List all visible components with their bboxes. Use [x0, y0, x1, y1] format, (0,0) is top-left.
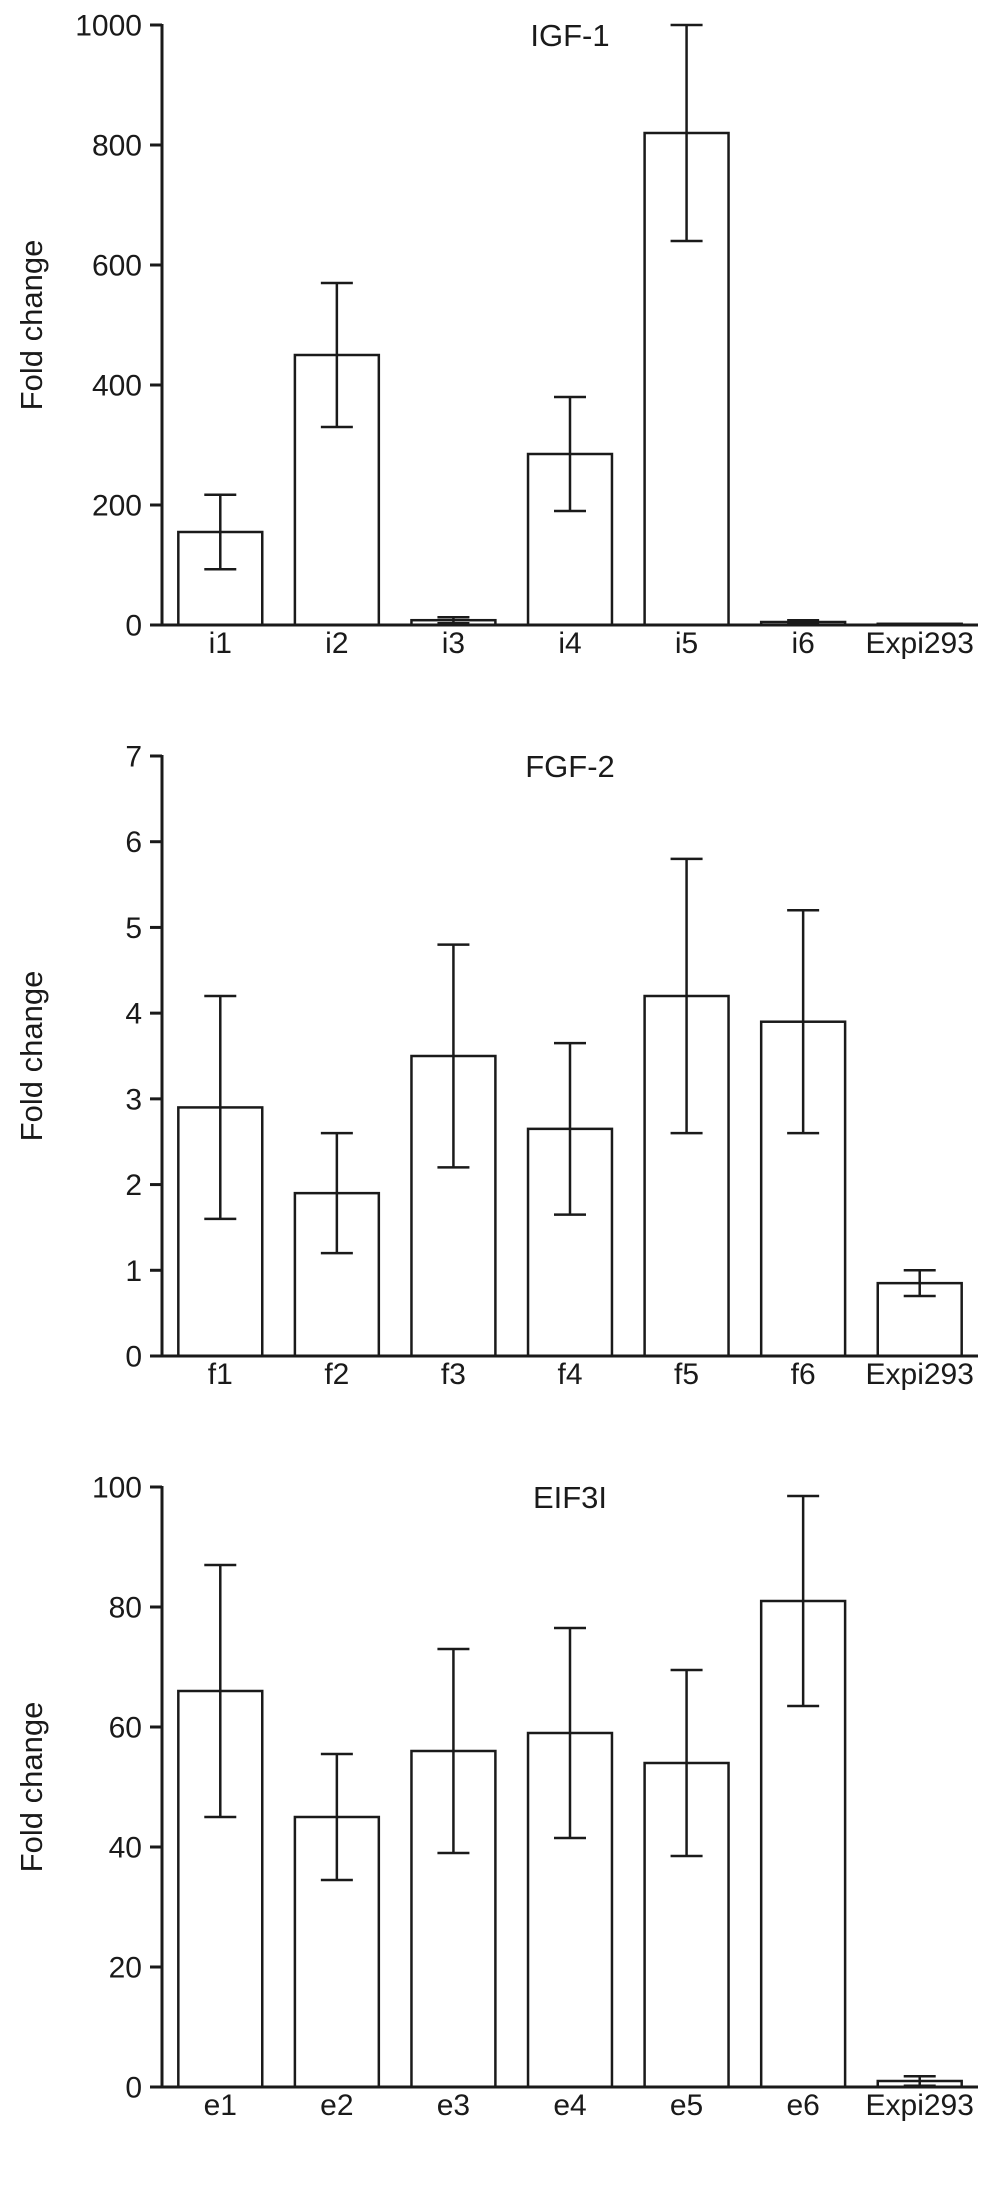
x-tick-label-i6: i6 [791, 627, 814, 660]
x-tick-label-e2: e2 [320, 2089, 353, 2122]
x-tick-label-i4: i4 [558, 627, 581, 660]
x-tick-label-i2: i2 [325, 627, 348, 660]
y-tick-label: 5 [125, 912, 142, 945]
y-tick-label: 100 [92, 1472, 142, 1505]
x-tick-label-e4: e4 [553, 2089, 586, 2122]
chart-panel-igf-1: 0 200 400 600 800 1000 i1 i2 i3 i4 i5 i6 Expi293 IGF-… [0, 0, 997, 731]
y-tick-label: 0 [125, 2072, 142, 2105]
y-tick-label: 20 [109, 1952, 142, 1985]
eif3i-bar-chart: 0 20 40 60 80 100 e1 e2 e3 e4 e5 e6 Expi293 EIF3I Fold… [14, 1472, 978, 2122]
y-axis-label: Fold change [14, 240, 49, 411]
y-tick-label: 7 [125, 741, 142, 774]
y-tick-label: 800 [92, 130, 142, 163]
y-tick-label: 80 [109, 1592, 142, 1625]
y-tick-label: 60 [109, 1712, 142, 1745]
y-axis-label: Fold change [14, 1702, 49, 1873]
y-tick-label: 1 [125, 1255, 142, 1288]
x-tick-label-i3: i3 [442, 627, 465, 660]
x-tick-label-Expi293: Expi293 [866, 2089, 974, 2122]
x-tick-label-f6: f6 [791, 1358, 816, 1391]
x-tick-label-e5: e5 [670, 2089, 703, 2122]
x-tick-label-e3: e3 [437, 2089, 470, 2122]
x-tick-label-f2: f2 [324, 1358, 349, 1391]
x-tick-label-f1: f1 [208, 1358, 233, 1391]
y-tick-label: 40 [109, 1832, 142, 1865]
chart-title: EIF3I [533, 1480, 607, 1515]
y-tick-label: 4 [125, 998, 142, 1031]
x-tick-label-f5: f5 [674, 1358, 699, 1391]
y-tick-label: 0 [125, 610, 142, 643]
y-tick-label: 400 [92, 370, 142, 403]
x-tick-label-e1: e1 [204, 2089, 237, 2122]
y-tick-label: 3 [125, 1083, 142, 1116]
x-tick-label-e6: e6 [786, 2089, 819, 2122]
y-axis-label: Fold change [14, 971, 49, 1142]
y-tick-label: 6 [125, 826, 142, 859]
chart-title: IGF-1 [530, 18, 609, 53]
chart-panel-eif3i: 0 20 40 60 80 100 e1 e2 e3 e4 e5 e6 Expi293 EIF3I Fold… [0, 1462, 997, 2193]
igf-1-bar-chart: 0 200 400 600 800 1000 i1 i2 i3 i4 i5 i6 Expi293 IGF-… [14, 10, 978, 660]
chart-title: FGF-2 [525, 749, 615, 784]
fgf-2-bar-chart: 0 1 2 3 4 5 6 7 f1 f2 f3 f4 f5 f6 Expi293 FGF-2 Fold cha… [14, 741, 978, 1391]
x-tick-label-f4: f4 [557, 1358, 582, 1391]
y-tick-label: 200 [92, 490, 142, 523]
x-tick-label-i5: i5 [675, 627, 698, 660]
y-tick-label: 1000 [75, 10, 142, 43]
x-tick-label-Expi293: Expi293 [866, 627, 974, 660]
chart-panel-fgf-2: 0 1 2 3 4 5 6 7 f1 f2 f3 f4 f5 f6 Expi293 FGF-2 Fold cha… [0, 731, 997, 1462]
y-tick-label: 2 [125, 1169, 142, 1202]
x-tick-label-i1: i1 [209, 627, 232, 660]
x-tick-label-Expi293: Expi293 [866, 1358, 974, 1391]
y-tick-label: 600 [92, 250, 142, 283]
x-tick-label-f3: f3 [441, 1358, 466, 1391]
y-tick-label: 0 [125, 1341, 142, 1374]
